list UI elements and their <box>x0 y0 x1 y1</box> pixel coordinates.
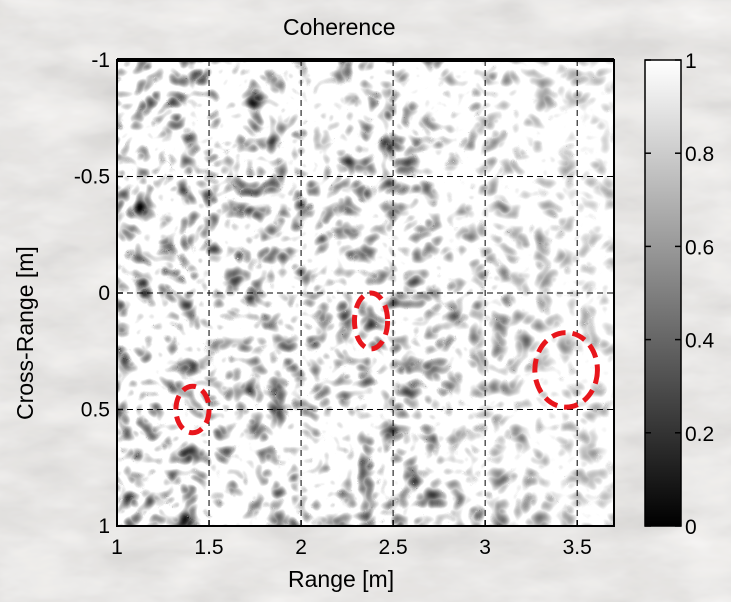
colorbar-gradient <box>644 59 682 527</box>
y-tick-label: -0.5 <box>74 166 110 189</box>
x-axis-label: Range [m] <box>288 566 395 592</box>
annotations <box>173 290 600 436</box>
colorbar-tick-label: 1 <box>685 50 697 73</box>
chart-title: Coherence <box>283 14 396 40</box>
y-axis-label: Cross-Range [m] <box>12 246 38 420</box>
x-tick-label: 1 <box>111 536 123 559</box>
y-tick-label: 0.5 <box>81 399 110 422</box>
y-tick-label: 0 <box>98 282 110 305</box>
y-tick-label: -1 <box>91 49 110 72</box>
colorbar-tick-label: 0.2 <box>685 423 714 446</box>
highlight-ellipse-2 <box>351 290 391 352</box>
x-tick-label: 2.5 <box>379 536 408 559</box>
colorbar-tick-label: 0.6 <box>685 236 714 259</box>
x-tick-label: 3 <box>479 536 491 559</box>
colorbar: 0 0.2 0.4 0.6 0.8 1 <box>644 50 715 539</box>
axes: 1 1.5 2 2.5 3 3.5 -1 -0.5 0 0.5 1 <box>74 49 615 559</box>
highlight-ellipse-3 <box>532 330 600 410</box>
colorbar-tick-label: 0 <box>685 516 697 539</box>
x-tick-label: 2 <box>295 536 307 559</box>
colorbar-tick-label: 0.4 <box>685 330 715 353</box>
highlight-ellipse-1 <box>173 383 212 436</box>
grid <box>117 60 614 526</box>
y-tick-label: 1 <box>98 515 110 538</box>
x-tick-label: 3.5 <box>563 536 592 559</box>
x-tick-label: 1.5 <box>194 536 223 559</box>
colorbar-tick-label: 0.8 <box>685 143 714 166</box>
